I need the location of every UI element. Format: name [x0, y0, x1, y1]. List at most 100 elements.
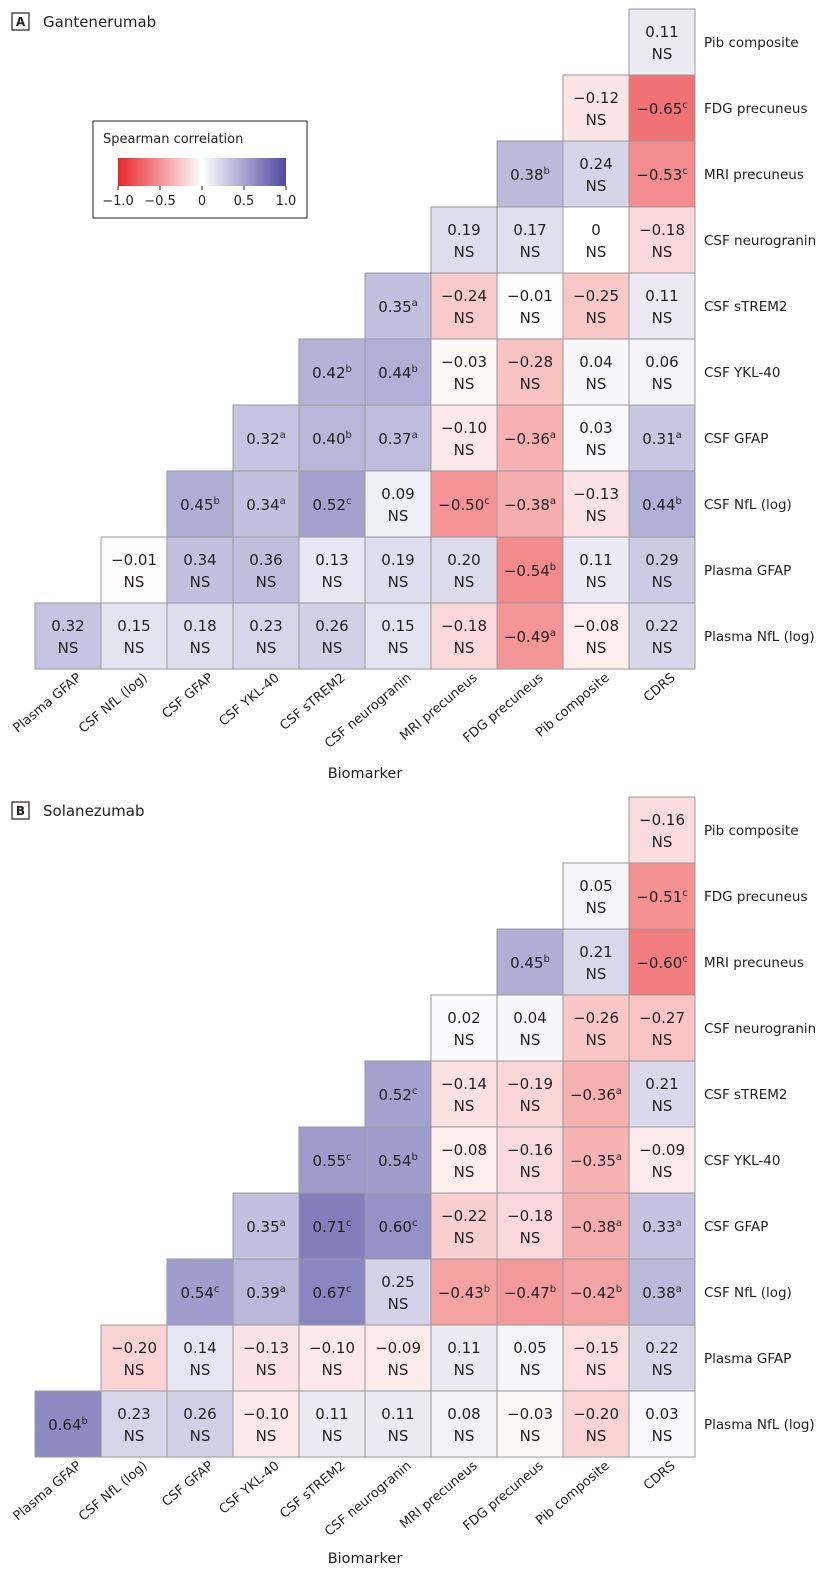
column-label: CDRS: [641, 1459, 679, 1494]
cell-ns-label: NS: [586, 1427, 607, 1445]
heatmap-cell-fill: [232, 1324, 300, 1392]
cell-value-label: −0.53c: [636, 166, 687, 184]
cell-ns-label: NS: [388, 507, 409, 525]
heatmap-cell-fill: [628, 1258, 696, 1326]
heatmap-cell: 0.19 NS: [430, 206, 498, 274]
cell-value-label: 0.15: [381, 617, 414, 635]
heatmap-cell: 0.32 NS: [34, 602, 102, 670]
row-label: Pib composite: [704, 823, 799, 839]
heatmap-cell: 0.04 NS: [496, 994, 564, 1062]
cell-value-label: 0.42b: [312, 364, 352, 382]
heatmap-cell: 0.45b: [166, 470, 234, 538]
cell-value-label: 0.37a: [378, 430, 418, 448]
cell-value-label: −0.16: [507, 1141, 553, 1159]
row-label: FDG precuneus: [704, 101, 807, 117]
heatmap-cell: −0.60c: [628, 928, 696, 996]
heatmap-cell: −0.03 NS: [430, 338, 498, 406]
significance-superscript: a: [616, 1152, 622, 1163]
cell-ns-label: NS: [454, 1097, 475, 1115]
significance-superscript: a: [676, 430, 682, 441]
cell-value-label: 0.32a: [246, 430, 286, 448]
cell-value-label: −0.08: [573, 617, 619, 635]
x-axis-title: Biomarker: [328, 766, 403, 782]
heatmap-cell-fill: [364, 470, 432, 538]
cell-ns-label: NS: [124, 1361, 145, 1379]
heatmap-cell: 0.22 NS: [628, 1324, 696, 1392]
cell-value-label: −0.03: [507, 1405, 553, 1423]
cell-value-label: −0.42b: [570, 1284, 622, 1302]
column-label: CSF NfL (log): [76, 1459, 150, 1525]
heatmap-cell: 0.40b: [298, 404, 366, 472]
heatmap-cell-fill: [430, 1192, 498, 1260]
heatmap-cell: −0.19 NS: [496, 1060, 564, 1128]
cell-ns-label: NS: [256, 639, 277, 657]
panel-letter: B: [16, 804, 25, 818]
cell-ns-label: NS: [388, 639, 409, 657]
legend-color-bar: [118, 158, 286, 186]
significance-superscript: a: [280, 1218, 286, 1229]
cell-ns-label: NS: [586, 899, 607, 917]
column-label: CSF NfL (log): [76, 671, 150, 737]
heatmap-cell-fill: [628, 994, 696, 1062]
row-label: CSF sTREM2: [704, 1087, 787, 1103]
significance-superscript: b: [484, 1284, 490, 1295]
heatmap-cell-fill: [430, 470, 498, 538]
heatmap-cell: −0.10 NS: [232, 1390, 300, 1458]
cell-ns-label: NS: [520, 375, 541, 393]
cell-value-label: 0.52c: [379, 1086, 418, 1104]
cell-ns-label: NS: [190, 1361, 211, 1379]
heatmap-cell-fill: [562, 206, 630, 274]
heatmap-cell-fill: [496, 272, 564, 340]
heatmap-cell: −0.35a: [562, 1126, 630, 1194]
cell-ns-label: NS: [322, 1427, 343, 1445]
panel-title: Solanezumab: [43, 802, 145, 820]
cell-value-label: 0.25: [381, 1273, 414, 1291]
heatmap-cell: −0.20 NS: [100, 1324, 168, 1392]
cell-ns-label: NS: [124, 1427, 145, 1445]
heatmap-cell: 0.15 NS: [364, 602, 432, 670]
cell-value-label: −0.47b: [504, 1284, 556, 1302]
heatmap-cell-fill: [496, 1126, 564, 1194]
cell-value-label: −0.27: [639, 1009, 685, 1027]
cell-value-label: −0.10: [441, 419, 487, 437]
heatmap-cell: 0.25 NS: [364, 1258, 432, 1326]
heatmap-cell-fill: [628, 536, 696, 604]
cell-ns-label: NS: [586, 639, 607, 657]
row-label: FDG precuneus: [704, 889, 807, 905]
heatmap-cell-fill: [364, 1192, 432, 1260]
cell-value-label: 0.13: [315, 551, 348, 569]
heatmap-cell: −0.18 NS: [628, 206, 696, 274]
heatmap-cell: −0.18 NS: [430, 602, 498, 670]
heatmap-cell-fill: [628, 1390, 696, 1458]
cell-value-label: 0.14: [183, 1339, 216, 1357]
significance-superscript: c: [412, 1086, 418, 1097]
heatmap-cell: −0.24 NS: [430, 272, 498, 340]
cell-ns-label: NS: [520, 309, 541, 327]
heatmap-cell: −0.16 NS: [628, 796, 696, 864]
cell-value-label: 0.02: [447, 1009, 480, 1027]
significance-superscript: b: [82, 1416, 88, 1427]
cell-value-label: −0.60c: [636, 954, 687, 972]
legend-title: Spearman correlation: [103, 132, 243, 147]
heatmap-cell: 0.35a: [364, 272, 432, 340]
cell-value-label: 0.15: [117, 617, 150, 635]
heatmap-cell-fill: [364, 272, 432, 340]
heatmap-cell-fill: [430, 1390, 498, 1458]
heatmap-cell: 0.31a: [628, 404, 696, 472]
cell-ns-label: NS: [652, 45, 673, 63]
heatmap-cell-fill: [364, 602, 432, 670]
cell-ns-label: NS: [652, 1031, 673, 1049]
cell-ns-label: NS: [190, 1427, 211, 1445]
cell-value-label: −0.18: [639, 221, 685, 239]
significance-superscript: c: [346, 1218, 352, 1229]
cell-ns-label: NS: [454, 375, 475, 393]
heatmap-cell: 0.71c: [298, 1192, 366, 1260]
heatmap-cell-fill: [166, 536, 234, 604]
heatmap-cell: −0.10 NS: [430, 404, 498, 472]
heatmap-cell: −0.18 NS: [496, 1192, 564, 1260]
significance-superscript: b: [346, 430, 352, 441]
heatmap-cell-fill: [232, 1192, 300, 1260]
cell-value-label: 0.04: [579, 353, 612, 371]
significance-superscript: a: [676, 1284, 682, 1295]
